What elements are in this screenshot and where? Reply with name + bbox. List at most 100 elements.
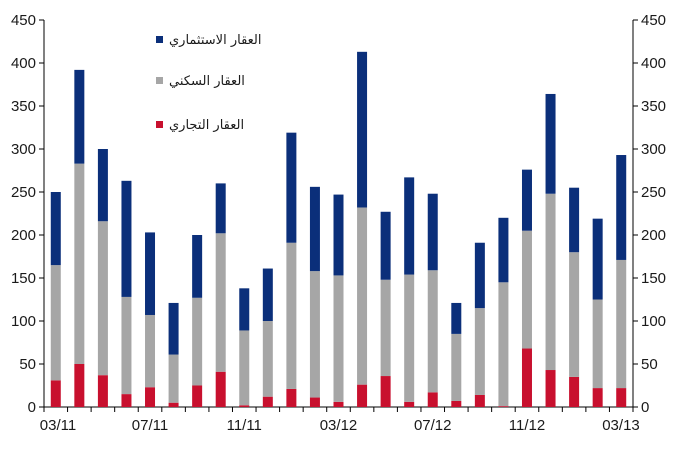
bar-segment-series-1 (50, 265, 61, 381)
bar-segment-series-0 (239, 405, 250, 407)
bar-segment-series-0 (404, 401, 415, 407)
y-tick-label-left: 450 (11, 12, 36, 29)
bar-segment-series-2 (521, 169, 532, 231)
bar-segment-series-1 (192, 297, 203, 386)
x-axis-ticks: 03/11 07/11 11/11 03/12 07/12 11/12 03/13 (40, 407, 640, 434)
bar-segment-series-2 (215, 183, 226, 234)
bar-segment-series-1 (569, 252, 580, 377)
bar-segment-series-2 (474, 242, 485, 309)
bar-segment-series-0 (616, 388, 627, 407)
bar-segment-series-1 (404, 274, 415, 402)
bar-segment-series-1 (451, 333, 462, 401)
bar-segment-series-0 (545, 370, 556, 407)
legend-swatch (156, 121, 163, 128)
left-y-axis-ticks: 0 50 100 150 200 250 300 350 400 450 (11, 12, 44, 416)
bar-segment-series-1 (498, 282, 509, 407)
y-tick-label-left: 300 (11, 141, 36, 158)
y-tick-label-left: 100 (11, 313, 36, 330)
bar-segment-series-0 (357, 384, 368, 407)
legend: العقار الاستثماري العقار السكني العقار الت… (156, 33, 262, 133)
bar-segment-series-2 (192, 235, 203, 298)
bar-segment-series-0 (215, 371, 226, 407)
bar-segment-series-2 (239, 288, 250, 331)
legend-label: العقار التجاري (169, 118, 244, 133)
bar-segment-series-0 (380, 376, 391, 407)
x-tick-label: 11/12 (509, 417, 545, 434)
bar-segment-series-1 (545, 193, 556, 371)
bar-segment-series-2 (616, 155, 627, 260)
bar-segment-series-1 (592, 299, 603, 389)
y-tick-label-left: 400 (11, 55, 36, 72)
x-tick-label: 07/11 (132, 417, 168, 434)
bar-segment-series-0 (121, 394, 132, 407)
y-tick-label-left: 350 (11, 98, 36, 115)
bar-segment-series-2 (498, 217, 509, 283)
bar-segment-series-0 (309, 397, 320, 407)
bar-segment-series-2 (50, 192, 61, 266)
x-tick-label: 07/12 (414, 417, 452, 434)
bar-segment-series-2 (168, 302, 179, 355)
bar-segment-series-1 (616, 259, 627, 389)
bar-segment-series-0 (168, 402, 179, 407)
bar-segment-series-2 (333, 194, 344, 276)
y-tick-label-left: 0 (28, 399, 36, 416)
y-tick-label-left: 50 (19, 356, 36, 373)
y-tick-label-left: 250 (11, 184, 36, 201)
legend-label: العقار السكني (169, 74, 245, 89)
bar-segment-series-1 (380, 279, 391, 377)
bar-segment-series-0 (192, 385, 203, 407)
bar-segment-series-0 (474, 394, 485, 407)
bar-segment-series-0 (50, 380, 61, 407)
bar-segment-series-1 (286, 242, 297, 389)
legend-swatch (156, 77, 163, 84)
bar-segment-series-0 (74, 364, 85, 407)
bar-segment-series-2 (357, 51, 368, 208)
bar-segment-series-2 (74, 69, 85, 164)
x-tick-label: 03/11 (40, 417, 76, 434)
bar-segment-series-2 (262, 268, 273, 321)
legend-swatch (156, 36, 163, 43)
y-tick-label-right: 100 (641, 313, 666, 330)
bar-segment-series-2 (404, 177, 415, 275)
bars-group (50, 51, 627, 407)
bar-segment-series-1 (309, 271, 320, 398)
bar-segment-series-1 (121, 296, 132, 395)
bar-segment-series-2 (545, 93, 556, 194)
bar-segment-series-1 (145, 314, 156, 388)
bar-segment-series-1 (74, 163, 85, 364)
y-tick-label-left: 150 (11, 270, 36, 287)
y-tick-label-right: 350 (641, 98, 666, 115)
bar-segment-series-1 (357, 207, 368, 385)
y-tick-label-right: 50 (641, 356, 658, 373)
bar-segment-series-0 (451, 400, 462, 407)
bar-segment-series-0 (592, 388, 603, 407)
bar-segment-series-0 (97, 375, 108, 407)
bar-segment-series-2 (592, 218, 603, 300)
bar-segment-series-0 (427, 392, 438, 407)
bar-segment-series-2 (569, 187, 580, 253)
y-tick-label-left: 200 (11, 227, 36, 244)
bar-segment-series-2 (286, 132, 297, 243)
bar-segment-series-0 (262, 396, 273, 407)
bar-segment-series-2 (427, 193, 438, 271)
y-tick-label-right: 150 (641, 270, 666, 287)
bar-segment-series-0 (521, 348, 532, 407)
bar-segment-series-0 (569, 376, 580, 407)
y-tick-label-right: 0 (641, 399, 649, 416)
bar-segment-series-1 (97, 221, 108, 376)
bar-segment-series-2 (451, 302, 462, 334)
y-tick-label-right: 250 (641, 184, 666, 201)
bar-segment-series-0 (498, 406, 509, 407)
bar-segment-series-1 (215, 233, 226, 372)
bar-segment-series-0 (145, 387, 156, 407)
bar-segment-series-1 (521, 230, 532, 349)
y-tick-label-right: 450 (641, 12, 666, 29)
bar-segment-series-2 (380, 211, 391, 280)
x-tick-label: 03/13 (602, 417, 640, 434)
bar-segment-series-2 (309, 186, 320, 272)
right-y-axis-ticks: 0 50 100 150 200 250 300 350 400 450 (633, 12, 666, 416)
bar-segment-series-1 (262, 321, 273, 397)
x-tick-label: 11/11 (227, 417, 262, 434)
